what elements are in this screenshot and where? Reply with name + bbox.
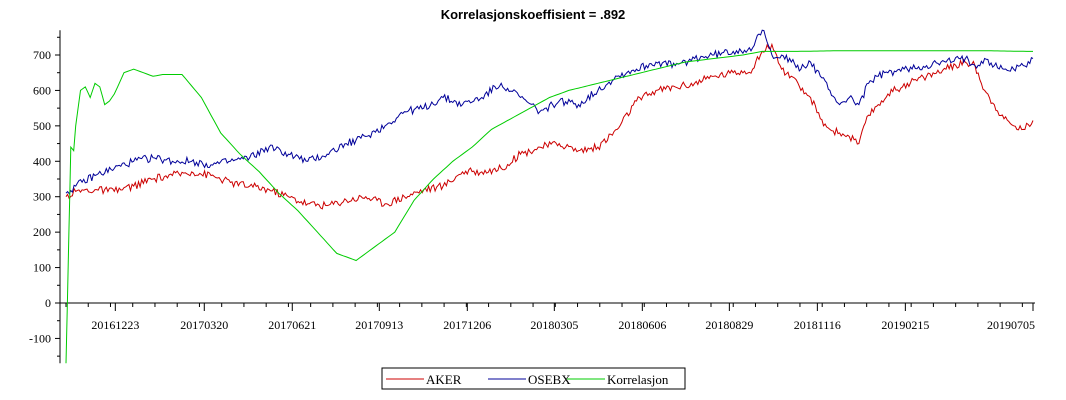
x-tick-label: 20170320 [180,318,228,332]
legend-box [381,367,686,390]
y-tick-label: -100 [29,331,51,345]
y-tick-label: 100 [33,261,51,275]
x-tick-label: 20180829 [705,318,753,332]
x-tick-label: 20181116 [794,318,841,332]
series-line-osebx [65,29,1034,195]
legend-label-aker: AKER [426,372,462,387]
plot-area: -100 0 100 200 300 400 500 600 700 20161223 201703… [29,29,1035,364]
x-tick-label: 20190215 [881,318,929,332]
x-tick-label: 20170621 [268,318,316,332]
series-line-aker [65,42,1034,210]
chart-title: Korrelasjonskoeffisient = .892 [441,7,626,22]
y-tick-label: 0 [45,296,51,310]
x-tick-label: 20170913 [355,318,403,332]
y-tick-label: 500 [33,119,51,133]
x-tick-label: 20161223 [91,318,139,332]
x-tick-label: 20171206 [443,318,491,332]
x-tick-label: 20180606 [618,318,666,332]
y-tick-label: 200 [33,225,51,239]
legend-label-korrelasjon: Korrelasjon [607,372,669,387]
x-tick-label: 20190705 [987,318,1035,332]
y-tick-label: 400 [33,154,51,168]
y-tick-label: 300 [33,190,51,204]
y-tick-label: 700 [33,48,51,62]
legend: AKER OSEBX Korrelasjon [381,367,686,390]
legend-label-osebx: OSEBX [528,372,571,387]
x-tick-label: 20180305 [530,318,578,332]
y-tick-label: 600 [33,83,51,97]
series-line-korrelasjon [65,50,1033,364]
